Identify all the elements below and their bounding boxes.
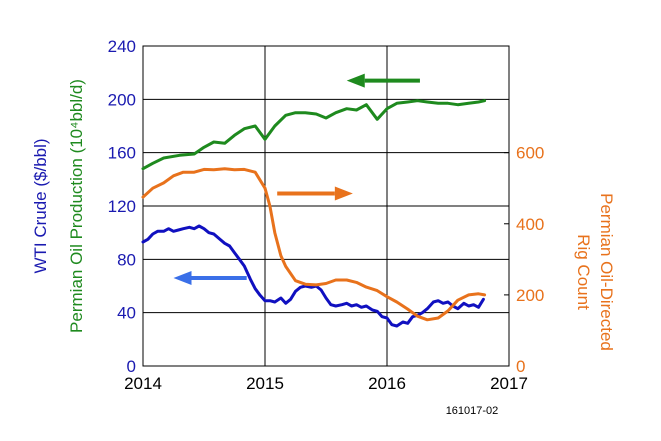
arrows-group	[173, 73, 420, 285]
ticks-group: 0 40 80 120 160 200 240 0 200 400 600 2014 2015 2016 2…	[108, 37, 545, 393]
right-axis-label-line-2: Rig Count	[574, 234, 593, 310]
series-line-wti-crude	[141, 224, 485, 328]
right-axis-label-line-1: Permian Oil-Directed	[597, 193, 616, 351]
series-group	[141, 99, 487, 328]
x-tick-label: 2017	[490, 374, 528, 393]
left-tick-label: 80	[117, 250, 136, 269]
right-tick-label: 200	[516, 286, 544, 305]
left-axis-label-production: Permian Oil Production (10⁴bbl/d)	[67, 79, 86, 333]
arrow-wti-left	[173, 271, 247, 285]
arrow-head	[346, 73, 365, 88]
arrow-production-left	[346, 73, 420, 88]
left-tick-label: 160	[108, 144, 136, 163]
left-axis-label-wti: WTI Crude ($/bbl)	[31, 138, 50, 273]
left-tick-label: 240	[108, 37, 136, 56]
right-tick-label: 0	[516, 357, 525, 376]
x-tick-label: 2014	[124, 374, 162, 393]
footnote: 161017-02	[446, 405, 499, 417]
arrow-rig-count-right	[277, 186, 353, 201]
arrow-head	[334, 186, 353, 201]
arrow-head	[173, 271, 192, 285]
series-line-permian-production	[141, 99, 487, 171]
right-tick-label: 400	[516, 215, 544, 234]
left-tick-label: 120	[108, 197, 136, 216]
left-tick-label: 200	[108, 90, 136, 109]
left-tick-label: 40	[117, 304, 136, 323]
left-tick-label: 0	[127, 357, 136, 376]
grid	[143, 46, 509, 367]
x-tick-label: 2015	[246, 374, 284, 393]
x-tick-label: 2016	[368, 374, 406, 393]
series-line-rig-count	[141, 167, 487, 322]
right-tick-label: 600	[516, 144, 544, 163]
